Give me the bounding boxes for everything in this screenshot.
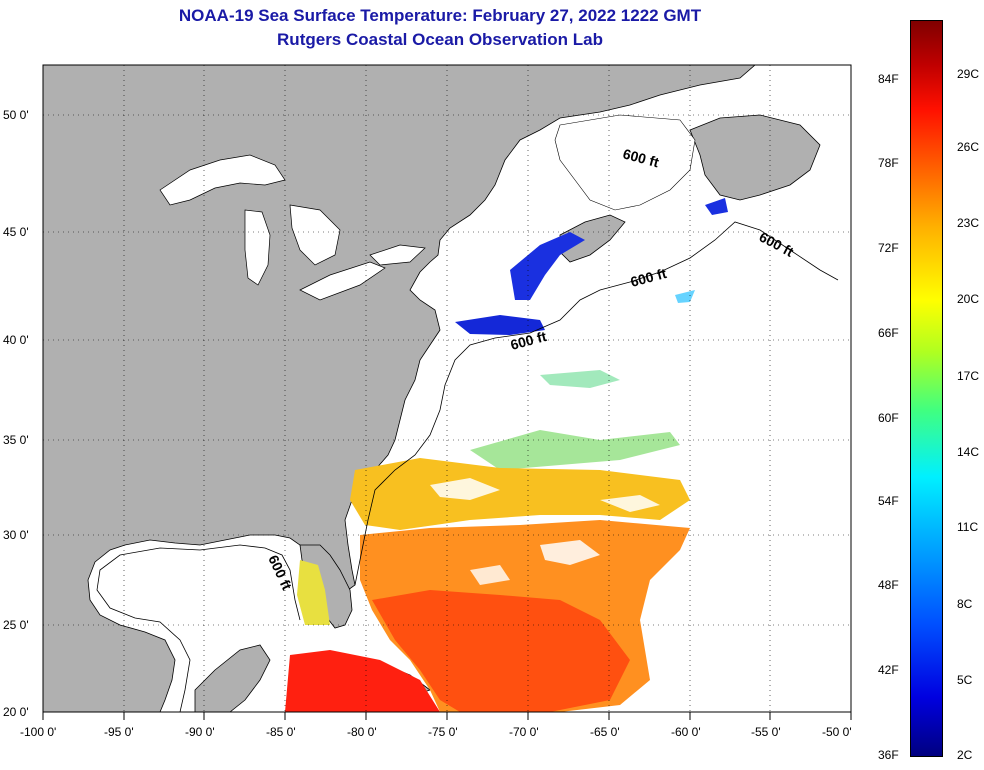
- colorbar-c-label: 14C: [957, 445, 980, 459]
- colorbar-f-label: 78F: [878, 156, 899, 170]
- gulf-contour-line: [96, 544, 301, 712]
- depth-contour-line: [354, 221, 839, 586]
- lon-label: -80 0': [347, 725, 377, 739]
- lake-ontario: [369, 244, 426, 266]
- lat-label: 25 0': [3, 618, 29, 632]
- map-title: NOAA-19 Sea Surface Temperature: Februar…: [178, 6, 702, 25]
- lon-label: -95 0': [104, 725, 134, 739]
- lon-label: -90 0': [185, 725, 215, 739]
- map-subtitle: Rutgers Coastal Ocean Observation Lab: [277, 30, 603, 49]
- colorbar-f-label: 84F: [878, 72, 899, 86]
- lake-michigan: [244, 209, 271, 286]
- lake-huron: [289, 204, 341, 266]
- lat-label: 35 0': [3, 433, 29, 447]
- colorbar-c-label: 11C: [957, 520, 979, 534]
- colorbar-c-label: 20C: [957, 292, 980, 306]
- colorbar-f-label: 66F: [878, 326, 899, 340]
- lon-label: -65 0': [590, 725, 620, 739]
- lat-label: 20 0': [3, 705, 29, 719]
- colorbar-c-label: 23C: [957, 216, 980, 230]
- colorbar-c-label: 26C: [957, 140, 980, 154]
- colorbar-f-label: 48F: [878, 578, 899, 592]
- colorbar-c-label: 29C: [957, 67, 980, 81]
- newfoundland-land: [689, 114, 821, 201]
- colorbar-f-label: 72F: [878, 241, 899, 255]
- temperature-colorbar: [910, 20, 943, 757]
- lat-label: 30 0': [3, 528, 29, 542]
- lon-label: -55 0': [751, 725, 781, 739]
- lat-label: 45 0': [3, 225, 29, 239]
- lat-label: 40 0': [3, 333, 29, 347]
- colorbar-f-label: 36F: [878, 748, 899, 762]
- lake-superior: [159, 154, 286, 206]
- colorbar-f-label: 54F: [878, 494, 899, 508]
- sst-data: [285, 198, 728, 712]
- lon-label: -85 0': [266, 725, 296, 739]
- lon-label: -70 0': [509, 725, 539, 739]
- colorbar-c-label: 5C: [957, 673, 973, 687]
- yucatan-land: [194, 644, 271, 712]
- colorbar-f-label: 42F: [878, 663, 899, 677]
- lon-label: -60 0': [671, 725, 701, 739]
- colorbar-f-label: 60F: [878, 411, 899, 425]
- nova-scotia-land: [559, 214, 626, 263]
- lat-label: 50 0': [3, 108, 29, 122]
- colorbar-c-label: 2C: [957, 748, 973, 762]
- colorbar-c-label: 17C: [957, 369, 980, 383]
- lon-label: -50 0': [822, 725, 852, 739]
- colorbar-c-label: 8C: [957, 597, 973, 611]
- lon-label: -100 0': [20, 725, 57, 739]
- tick-marks: [42, 712, 852, 720]
- lake-erie: [299, 261, 386, 301]
- gulf-st-lawrence: [554, 114, 696, 211]
- lon-label: -75 0': [428, 725, 458, 739]
